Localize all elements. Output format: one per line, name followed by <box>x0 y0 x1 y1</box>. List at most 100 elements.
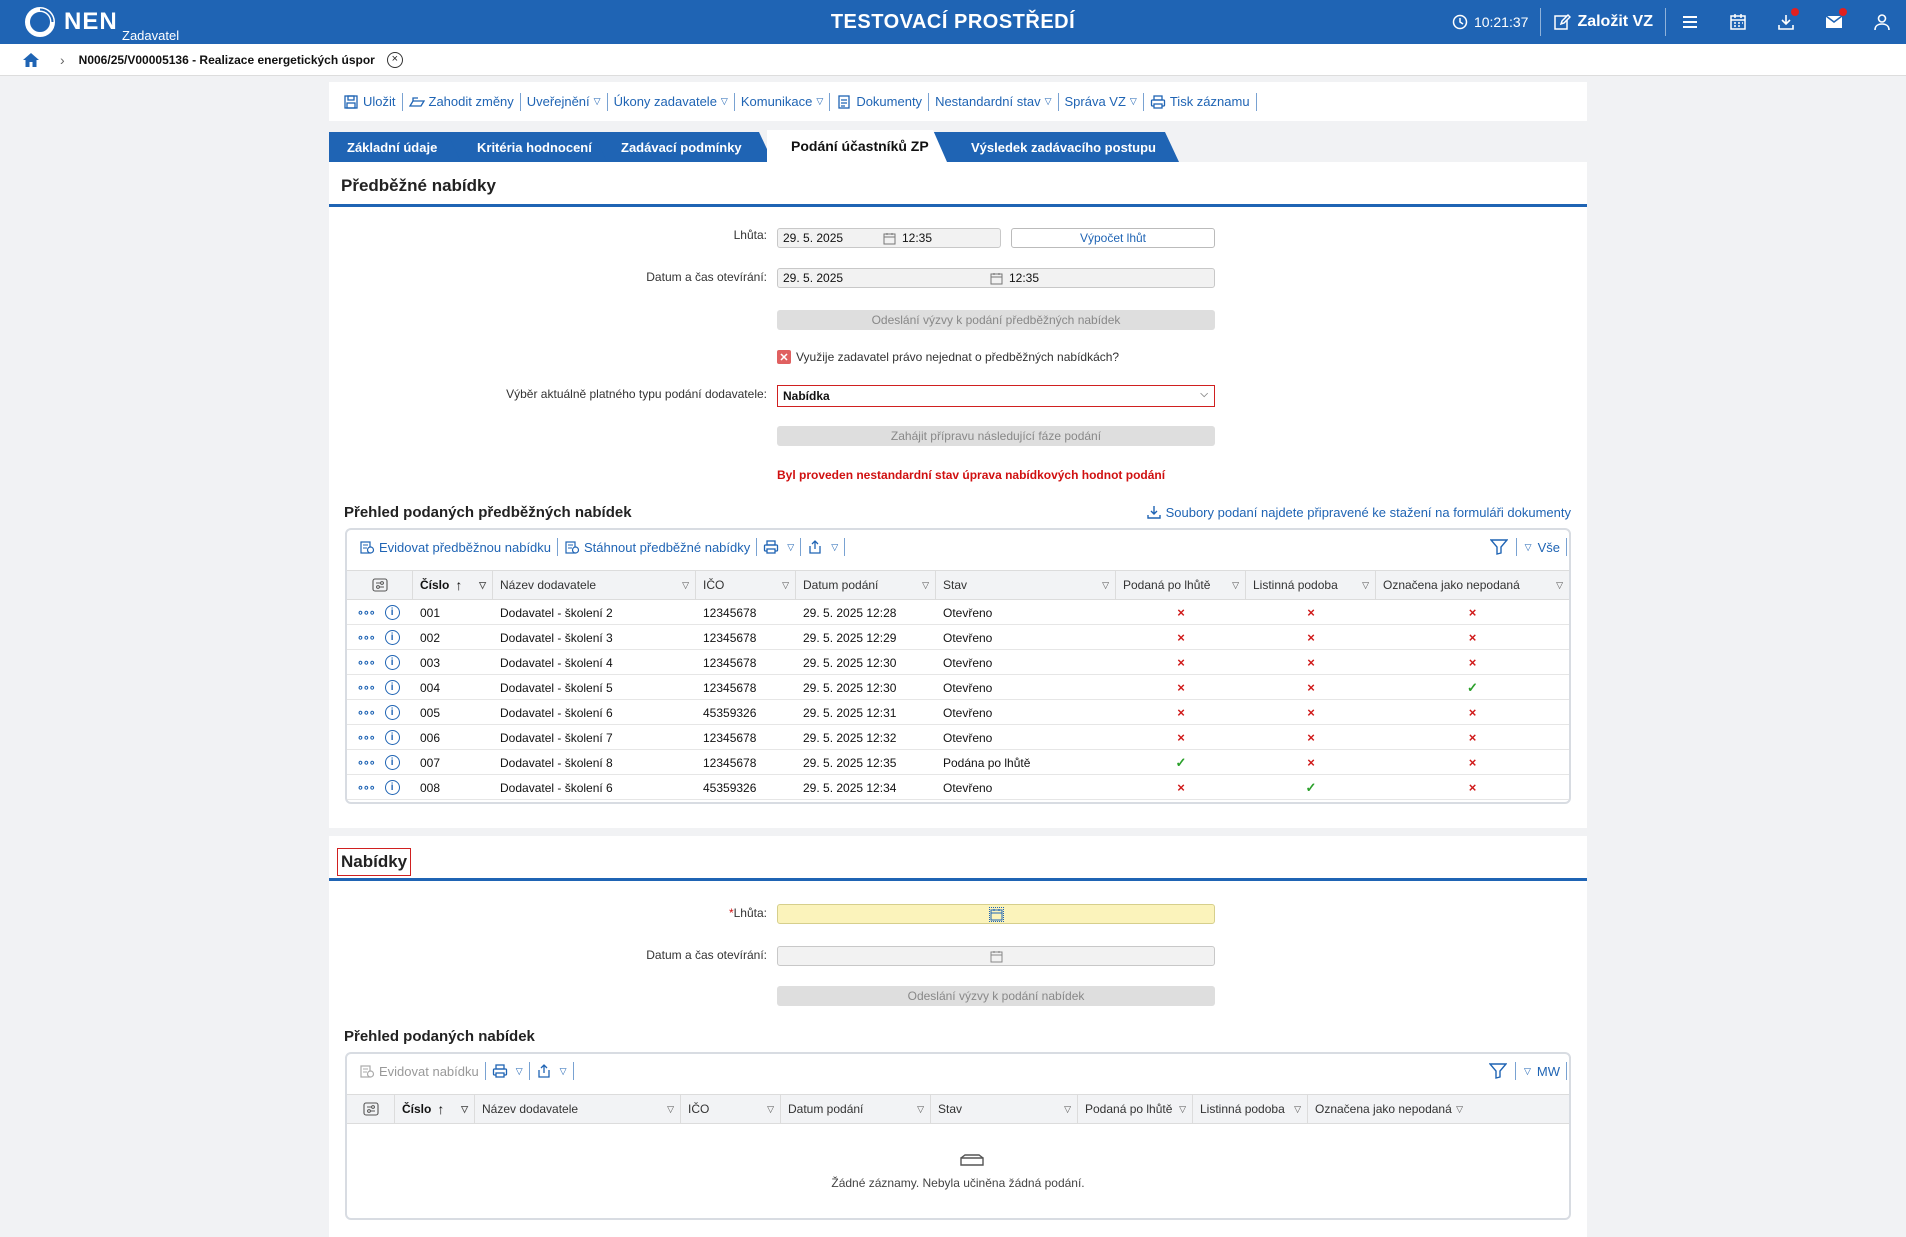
table-row[interactable]: ∘∘∘ i 007 Dodavatel - školení 8 12345678 29. … <box>347 750 1569 775</box>
more-actions-icon[interactable]: ∘∘∘ <box>357 657 376 669</box>
filter-preset-label[interactable]: MW <box>1536 1063 1560 1079</box>
home-icon[interactable] <box>22 51 40 69</box>
offers-deadline-field[interactable] <box>777 904 1215 924</box>
calc-deadlines-button[interactable]: Výpočet lhůt <box>1011 228 1215 248</box>
caret-down-icon[interactable]: ▽ <box>1523 1065 1531 1076</box>
menu-button[interactable] <box>1666 0 1714 44</box>
offers-opening-field[interactable] <box>777 946 1215 966</box>
column-header-ico[interactable]: IČO ▽ <box>696 571 796 599</box>
caret-down-icon[interactable]: ▽ <box>1524 541 1532 552</box>
calendar-button[interactable] <box>1714 0 1762 44</box>
table-row[interactable]: ∘∘∘ i 006 Dodavatel - školení 7 12345678 29. … <box>347 725 1569 750</box>
column-header-paper[interactable]: Listinná podoba ▽ <box>1193 1095 1308 1123</box>
print-menu[interactable]: ▽ <box>757 539 800 555</box>
info-icon[interactable]: i <box>384 780 400 795</box>
info-icon[interactable]: i <box>384 605 400 620</box>
tab-result[interactable]: Výsledek zadávacího postupu <box>933 132 1179 162</box>
more-actions-icon[interactable]: ∘∘∘ <box>357 682 376 694</box>
export-menu[interactable]: ▽ <box>530 1063 573 1079</box>
info-icon[interactable]: i <box>384 755 400 770</box>
tab-basic-data[interactable]: Základní údaje <box>329 132 461 162</box>
checkbox-x-icon[interactable]: ✕ <box>777 350 791 364</box>
tab-criteria[interactable]: Kritéria hodnocení <box>447 132 607 162</box>
filter-icon[interactable] <box>1489 539 1508 555</box>
admin-vz-menu[interactable]: Správa VZ ▽ <box>1059 94 1143 109</box>
save-button[interactable]: Uložit <box>337 94 402 110</box>
filter-caret-icon[interactable]: ▽ <box>1556 580 1563 590</box>
table-row[interactable]: ∘∘∘ i 001 Dodavatel - školení 2 12345678 29. … <box>347 600 1569 625</box>
table-row[interactable]: ∘∘∘ i 005 Dodavatel - školení 6 45359326 29. … <box>347 700 1569 725</box>
column-settings-cell[interactable] <box>347 1095 395 1123</box>
more-actions-icon[interactable]: ∘∘∘ <box>357 757 376 769</box>
messages-button[interactable] <box>1810 0 1858 44</box>
column-header-number[interactable]: Číslo ↑ ▽ <box>395 1095 475 1123</box>
column-header-not-submitted[interactable]: Označena jako nepodaná ▽ <box>1376 571 1569 599</box>
filter-caret-icon[interactable]: ▽ <box>461 1104 468 1114</box>
column-header-supplier[interactable]: Název dodavatele ▽ <box>475 1095 681 1123</box>
table-row[interactable]: ∘∘∘ i 004 Dodavatel - školení 5 12345678 29. … <box>347 675 1569 700</box>
nen-logo[interactable]: NEN Zadavatel <box>22 6 222 43</box>
column-header-late[interactable]: Podaná po lhůtě ▽ <box>1116 571 1246 599</box>
breadcrumb-current[interactable]: N006/25/V00005136 - Realizace energetick… <box>78 52 375 67</box>
calendar-icon[interactable] <box>988 906 1004 922</box>
more-actions-icon[interactable]: ∘∘∘ <box>357 782 376 794</box>
downloads-button[interactable] <box>1762 0 1810 44</box>
column-settings-cell[interactable] <box>347 571 413 599</box>
filter-caret-icon[interactable]: ▽ <box>782 580 789 590</box>
filter-caret-icon[interactable]: ▽ <box>1064 1104 1071 1114</box>
column-header-late[interactable]: Podaná po lhůtě ▽ <box>1078 1095 1193 1123</box>
info-icon[interactable]: i <box>384 705 400 720</box>
info-icon[interactable]: i <box>384 630 400 645</box>
column-header-supplier[interactable]: Název dodavatele ▽ <box>493 571 696 599</box>
documents-button[interactable]: Dokumenty <box>830 94 928 110</box>
more-actions-icon[interactable]: ∘∘∘ <box>357 732 376 744</box>
user-button[interactable] <box>1858 0 1906 44</box>
filter-caret-icon[interactable]: ▽ <box>1294 1104 1301 1114</box>
more-actions-icon[interactable]: ∘∘∘ <box>357 632 376 644</box>
table-row[interactable]: ∘∘∘ i 003 Dodavatel - školení 4 12345678 29. … <box>347 650 1569 675</box>
opening-field[interactable]: 29. 5. 2025 12:35 <box>777 268 1215 288</box>
acts-menu[interactable]: Úkony zadavatele ▽ <box>608 94 734 109</box>
info-icon[interactable]: i <box>384 730 400 745</box>
discard-changes-button[interactable]: Zahodit změny <box>403 94 520 110</box>
no-negotiation-checkbox-row[interactable]: ✕ Využije zadavatel právo nejednat o pře… <box>777 350 1119 364</box>
column-header-date[interactable]: Datum podání ▽ <box>796 571 936 599</box>
column-header-state[interactable]: Stav ▽ <box>936 571 1116 599</box>
download-prelim-offers-button[interactable]: Stáhnout předběžné nabídky <box>558 539 756 555</box>
info-icon[interactable]: i <box>384 655 400 670</box>
more-actions-icon[interactable]: ∘∘∘ <box>357 607 376 619</box>
start-next-phase-button[interactable]: Zahájit přípravu následující fáze podání <box>777 426 1215 446</box>
filter-caret-icon[interactable]: ▽ <box>1102 580 1109 590</box>
table-row[interactable]: ∘∘∘ i 002 Dodavatel - školení 3 12345678 29. … <box>347 625 1569 650</box>
filter-caret-icon[interactable]: ▽ <box>479 580 486 590</box>
calendar-icon[interactable] <box>883 232 896 245</box>
communication-menu[interactable]: Komunikace ▽ <box>735 94 829 109</box>
close-icon[interactable]: × <box>386 51 403 68</box>
column-header-ico[interactable]: IČO ▽ <box>681 1095 781 1123</box>
column-header-number[interactable]: Číslo ↑ ▽ <box>413 571 493 599</box>
deadline-field[interactable]: 29. 5. 2025 12:35 <box>777 228 1001 248</box>
filter-caret-icon[interactable]: ▽ <box>917 1104 924 1114</box>
nonstandard-state-menu[interactable]: Nestandardní stav ▽ <box>929 94 1057 109</box>
tab-conditions[interactable]: Zadávací podmínky <box>593 132 773 162</box>
documents-download-link[interactable]: Soubory podaní najdete připravené ke sta… <box>1146 504 1571 520</box>
column-header-state[interactable]: Stav ▽ <box>931 1095 1078 1123</box>
filter-caret-icon[interactable]: ▽ <box>922 580 929 590</box>
filter-preset-label[interactable]: Vše <box>1537 539 1560 555</box>
calendar-icon[interactable] <box>990 950 1003 963</box>
filter-caret-icon[interactable]: ▽ <box>767 1104 774 1114</box>
export-menu[interactable]: ▽ <box>801 539 844 555</box>
column-header-not-submitted[interactable]: Označena jako nepodaná ▽ <box>1308 1095 1469 1123</box>
filter-caret-icon[interactable]: ▽ <box>1179 1104 1186 1114</box>
filter-caret-icon[interactable]: ▽ <box>1456 1104 1463 1114</box>
column-header-paper[interactable]: Listinná podoba ▽ <box>1246 571 1376 599</box>
create-vz-button[interactable]: Založit VZ <box>1541 0 1665 44</box>
column-header-date[interactable]: Datum podání ▽ <box>781 1095 931 1123</box>
table-row[interactable]: ∘∘∘ i 008 Dodavatel - školení 6 45359326 29. … <box>347 775 1569 800</box>
send-prelim-invitation-button[interactable]: Odeslání výzvy k podání předběžných nabí… <box>777 310 1215 330</box>
publish-menu[interactable]: Uveřejnění ▽ <box>521 94 607 109</box>
send-offers-invitation-button[interactable]: Odeslání výzvy k podání nabídek <box>777 986 1215 1006</box>
submission-type-select[interactable]: Nabídka ⌵ <box>777 385 1215 407</box>
calendar-icon[interactable] <box>990 272 1003 285</box>
register-prelim-offer-button[interactable]: Evidovat předběžnou nabídku <box>353 539 557 555</box>
